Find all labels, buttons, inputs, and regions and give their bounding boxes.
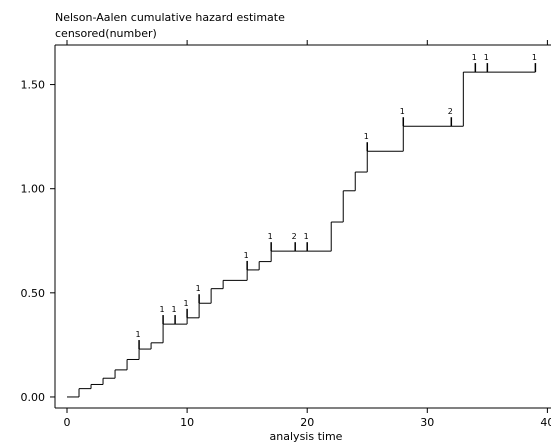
x-tick-label: 20 [300,416,314,429]
censor-count: 2 [448,107,453,116]
censor-count: 1 [304,232,309,241]
y-tick-label: 1.00 [21,183,46,196]
censor-count: 1 [532,53,537,62]
y-tick-label: 1.50 [21,79,46,92]
y-tick-label: 0.50 [21,287,46,300]
chart-title: Nelson-Aalen cumulative hazard estimate [55,11,285,24]
censor-count: 1 [136,330,141,339]
censor-count: 1 [484,53,489,62]
chart-subtitle: censored(number) [55,27,157,40]
x-tick-label: 40 [540,416,551,429]
censor-count: 1 [184,299,189,308]
censor-count: 1 [172,305,177,314]
censor-count: 2 [292,232,297,241]
censor-count: 1 [400,107,405,116]
censor-count: 1 [268,232,273,241]
x-tick-label: 10 [180,416,194,429]
censor-count: 1 [160,305,165,314]
x-tick-label: 0 [64,416,71,429]
censor-count: 1 [244,251,249,260]
censor-count: 1 [196,284,201,293]
censor-count: 1 [472,53,477,62]
y-tick-label: 0.00 [21,391,46,404]
x-tick-label: 30 [420,416,434,429]
censor-count: 1 [364,132,369,141]
x-axis-label: analysis time [270,430,343,443]
